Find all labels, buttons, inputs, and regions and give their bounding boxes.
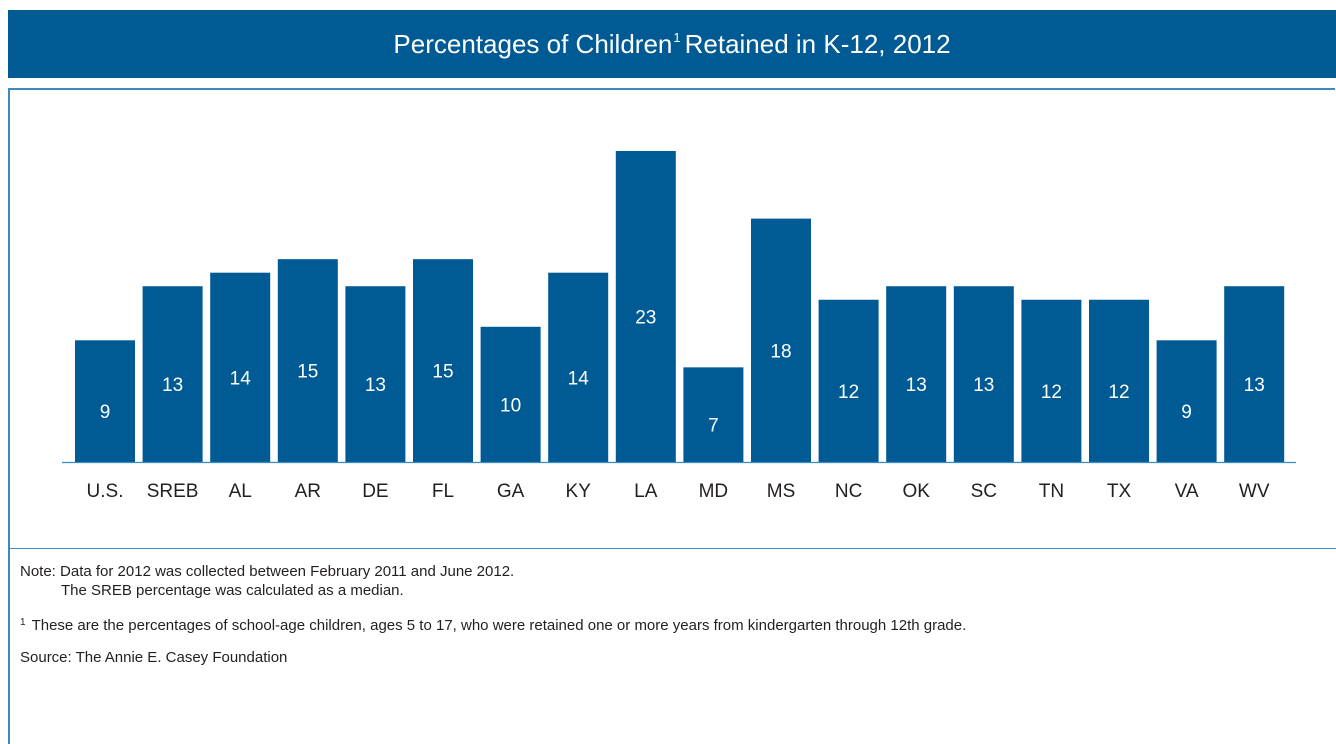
bar	[142, 286, 203, 462]
bar-value-label: 13	[906, 375, 927, 396]
bar	[210, 272, 271, 462]
x-tick-label: WV	[1239, 481, 1270, 502]
note-line-1: Note: Data for 2012 was collected betwee…	[20, 563, 515, 580]
bar-value-label: 18	[770, 341, 791, 362]
bar	[548, 272, 609, 462]
bar-value-label: 23	[635, 308, 656, 329]
notes-section: Note: Data for 2012 was collected betwee…	[20, 562, 966, 667]
chart-title-footnote-marker: 1	[673, 29, 681, 45]
bar-value-label: 12	[1108, 382, 1129, 403]
bar-chart: 9 U.S. 13 SREB 14 AL 15 AR 13 DE 15 FL 10 GA 14 KY 23 LA 7…	[62, 151, 1296, 502]
x-tick-label: VA	[1175, 481, 1199, 502]
x-tick-label: TN	[1039, 481, 1064, 502]
bar-value-label: 12	[838, 382, 859, 403]
x-tick-label: U.S.	[87, 481, 124, 502]
x-tick-label: LA	[634, 481, 658, 502]
bar	[615, 151, 676, 462]
bar	[953, 286, 1014, 462]
x-tick-label: AR	[295, 481, 321, 502]
bar	[886, 286, 947, 462]
bar	[480, 326, 541, 462]
bar	[818, 299, 879, 462]
bar	[277, 259, 338, 462]
footnote-text: These are the percentages of school-age …	[31, 617, 967, 634]
bar-value-label: 15	[432, 362, 453, 383]
x-tick-label: AL	[229, 481, 252, 502]
bar-value-label: 13	[162, 375, 183, 396]
note-line-2: The SREB percentage was calculated as a …	[61, 582, 404, 599]
footnote-marker: 1	[20, 617, 26, 628]
chart-title: Percentages of Children1 Retained in K-12…	[393, 29, 950, 60]
x-tick-label: OK	[902, 481, 930, 502]
bar	[1089, 299, 1149, 462]
bar	[345, 286, 406, 462]
bar-value-label: 13	[365, 375, 386, 396]
x-tick-label: SREB	[147, 481, 199, 502]
x-tick-label: MS	[767, 481, 796, 502]
chart-panel-border	[8, 88, 1335, 744]
bar-value-label: 13	[1244, 375, 1265, 396]
bar-value-label: 14	[568, 368, 590, 389]
chart-title-bar: Percentages of Children1 Retained in K-12…	[8, 10, 1336, 78]
bar-value-label: 13	[973, 375, 994, 396]
notes-divider	[8, 548, 1336, 549]
chart-title-rest: Retained in K-12, 2012	[684, 28, 951, 59]
bar	[1156, 340, 1217, 462]
x-tick-label: NC	[835, 481, 862, 502]
source-line: Source: The Annie E. Casey Foundation	[20, 649, 288, 666]
bar	[751, 218, 811, 462]
bar-value-label: 15	[297, 362, 318, 383]
bar-value-label: 9	[100, 402, 111, 423]
x-tick-label: MD	[699, 481, 729, 502]
bar	[75, 340, 135, 462]
bar-value-label: 12	[1041, 382, 1062, 403]
bar	[683, 367, 744, 462]
x-tick-label: DE	[362, 481, 388, 502]
bar-value-label: 14	[230, 368, 252, 389]
x-tick-label: KY	[566, 481, 592, 502]
bar-value-label: 7	[708, 416, 719, 437]
x-tick-label: SC	[971, 481, 997, 502]
bar	[1021, 299, 1082, 462]
bar-value-label: 10	[500, 395, 521, 416]
bar-value-label: 9	[1181, 402, 1192, 423]
x-tick-label: TX	[1107, 481, 1132, 502]
x-tick-label: FL	[432, 481, 454, 502]
chart-title-main: Percentages of Children	[393, 28, 673, 59]
footnote: 1 These are the percentages of school-age…	[20, 613, 966, 635]
bar	[413, 259, 473, 462]
x-tick-label: GA	[497, 481, 525, 502]
bar	[1224, 286, 1285, 462]
